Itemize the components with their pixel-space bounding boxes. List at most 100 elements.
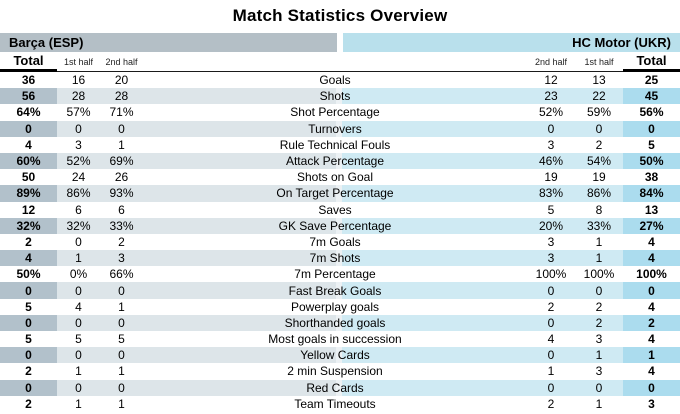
table-row: 50 24 26 Shots on Goal 19 19 38 (0, 169, 680, 185)
table-row: 32% 32% 33% GK Save Percentage 20% 33% 2… (0, 217, 680, 234)
stat-label: Turnovers (308, 121, 362, 136)
left-1st-half-cell: 0% (69, 267, 88, 282)
stat-label: Shot Percentage (290, 105, 380, 120)
stat-label: 2 min Suspension (287, 364, 383, 379)
left-total-cell: 32% (0, 217, 57, 234)
right-1st-half-cell: 1 (595, 396, 603, 411)
left-2nd-half-cell: 1 (118, 396, 125, 411)
left-1st-half-cell: 1 (75, 251, 82, 266)
right-total-cell: 50% (623, 152, 680, 170)
stat-label: 7m Shots (309, 251, 361, 266)
left-2nd-half-cell: 66% (109, 267, 134, 282)
left-total-cell: 2 (25, 396, 32, 411)
left-total-cell: 60% (0, 152, 57, 170)
left-total-cell: 12 (21, 202, 36, 217)
left-total-cell: 0 (0, 379, 57, 396)
table-row: 2 1 1 Team Timeouts 2 1 3 (0, 396, 680, 412)
right-1st-half-cell: 2 (595, 315, 603, 330)
left-1st-half-cell: 6 (75, 202, 82, 217)
right-total-cell: 56% (639, 105, 664, 120)
table-row: 5 5 5 Most goals in succession 4 3 4 (0, 331, 680, 347)
stat-label: Most goals in succession (268, 332, 402, 347)
right-total-cell: 25 (644, 73, 659, 88)
left-total-cell: 5 (25, 299, 32, 314)
right-1st-half-cell: 54% (586, 154, 612, 169)
right-total-cell: 2 (623, 314, 680, 331)
right-total-cell: 4 (623, 250, 680, 267)
left-total-cell: 2 (25, 364, 32, 379)
table-row: 12 6 6 Saves 5 8 13 (0, 202, 680, 218)
right-1st-half-cell: 100% (583, 267, 615, 282)
right-total-cell: 0 (623, 282, 680, 299)
table-row: 5 4 1 Powerplay goals 2 2 4 (0, 299, 680, 315)
right-1st-half-cell: 33% (586, 218, 612, 233)
stat-label: Red Cards (306, 380, 364, 395)
right-total-cell: 4 (648, 299, 655, 314)
right-total-cell: 0 (623, 120, 680, 137)
right-1st-half-cell: 86% (586, 186, 612, 201)
left-2nd-half-cell: 6 (118, 202, 125, 217)
right-total-cell: 0 (623, 379, 680, 396)
table-row: 60% 52% 69% Attack Percentage 46% 54% 50… (0, 152, 680, 170)
right-total-cell: 27% (623, 217, 680, 234)
left-2nd-half-cell: 1 (118, 137, 125, 152)
left-1st-half-cell: 32% (66, 218, 91, 233)
right-2nd-half-cell: 20% (538, 218, 564, 233)
left-1st-half-cell: 1 (75, 396, 82, 411)
right-1st-half-cell: 1 (595, 234, 603, 249)
left-total-cell: 50% (16, 267, 41, 282)
right-total-cell: 100% (636, 267, 667, 282)
right-total-cell: 13 (644, 202, 659, 217)
left-2nd-half-cell: 33% (109, 218, 134, 233)
left-2nd-half-cell: 1 (118, 364, 125, 379)
right-1st-half-cell: 1 (595, 251, 603, 266)
left-total-cell: 0 (0, 282, 57, 299)
column-header-right-1st-half: 1st half (575, 52, 623, 72)
left-total-cell: 4 (0, 250, 57, 267)
stat-label: Attack Percentage (285, 154, 385, 169)
stat-label: On Target Percentage (276, 186, 394, 201)
stats-table-body: 36 16 20 Goals 12 13 25 56 28 28 Shots 2… (0, 72, 680, 412)
team-name-left: Barça (ESP) (9, 35, 84, 50)
column-header-left-1st-half: 1st half (57, 52, 100, 72)
left-2nd-half-cell: 1 (118, 299, 125, 314)
team-name-right: HC Motor (UKR) (572, 35, 671, 50)
left-1st-half-cell: 0 (75, 234, 82, 249)
stat-label: 7m Goals (309, 234, 361, 249)
table-row: 4 3 1 Rule Technical Fouls 3 2 5 (0, 137, 680, 153)
stat-label: Shorthanded goals (284, 315, 386, 330)
right-2nd-half-cell: 2 (547, 299, 555, 314)
right-1st-half-cell: 0 (595, 380, 603, 395)
table-row: 2 1 1 2 min Suspension 1 3 4 (0, 363, 680, 379)
left-total-cell: 0 (0, 347, 57, 364)
left-1st-half-cell: 28 (71, 89, 86, 104)
team-header-right: HC Motor (UKR) (343, 33, 680, 52)
stat-label: Rule Technical Fouls (279, 137, 391, 152)
left-total-cell: 36 (21, 73, 36, 88)
table-row: 0 0 0 Red Cards 0 0 0 (0, 379, 680, 396)
right-1st-half-cell: 1 (595, 348, 603, 363)
right-total-cell: 4 (648, 332, 655, 347)
right-2nd-half-cell: 0 (547, 283, 555, 298)
left-1st-half-cell: 3 (75, 137, 82, 152)
team-header-left: Barça (ESP) (0, 33, 337, 52)
table-row: 36 16 20 Goals 12 13 25 (0, 72, 680, 88)
left-2nd-half-cell: 0 (118, 380, 125, 395)
right-2nd-half-cell: 3 (547, 251, 555, 266)
left-total-cell: 50 (21, 170, 36, 185)
right-2nd-half-cell: 1 (547, 364, 555, 379)
right-total-cell: 84% (623, 185, 680, 202)
stat-label: GK Save Percentage (278, 218, 392, 233)
stat-label: Shots (319, 89, 351, 104)
left-2nd-half-cell: 69% (109, 154, 134, 169)
table-row: 0 0 0 Yellow Cards 0 1 1 (0, 347, 680, 364)
right-1st-half-cell: 0 (595, 283, 603, 298)
table-row: 64% 57% 71% Shot Percentage 52% 59% 56% (0, 104, 680, 120)
team-header-bars: Barça (ESP) HC Motor (UKR) (0, 33, 680, 52)
team-bar-divider (337, 33, 343, 52)
left-total-cell: 56 (0, 88, 57, 105)
right-2nd-half-cell: 23 (544, 89, 558, 104)
left-1st-half-cell: 57% (66, 105, 91, 120)
right-2nd-half-cell: 0 (547, 380, 555, 395)
